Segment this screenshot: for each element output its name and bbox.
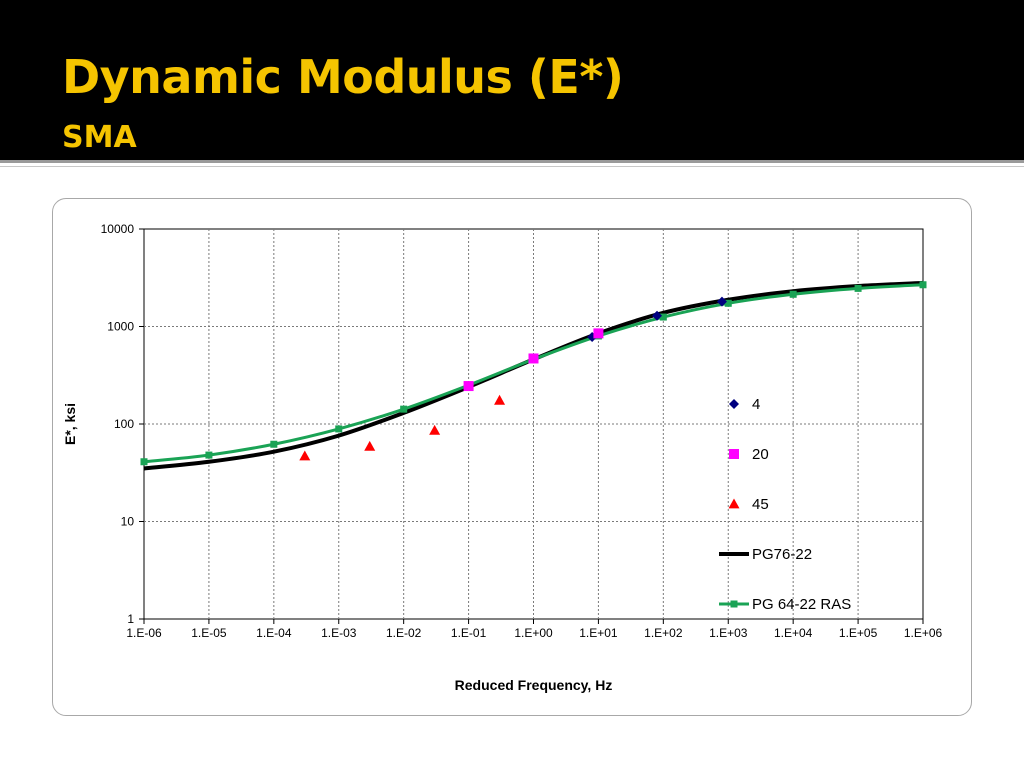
chart-svg: 1.E-06 1.E-05 1.E-04 1.E-03 1.E-02 1.E-01 1.E+…: [62, 222, 943, 693]
x-axis-title: Reduced Frequency, Hz: [455, 677, 613, 693]
x-tick-label: 1.E+06: [904, 626, 943, 640]
chart-container: 1.E-06 1.E-05 1.E-04 1.E-03 1.E-02 1.E-01 1.E+…: [52, 198, 972, 716]
x-tick-label: 1.E-05: [191, 626, 227, 640]
y-tick-label: 1000: [107, 320, 134, 334]
data-point: [659, 313, 667, 321]
x-tick-label: 1.E-04: [256, 626, 292, 640]
x-tick-label: 1.E+02: [644, 626, 683, 640]
data-point: [299, 450, 311, 461]
header-divider-thin: [0, 166, 1024, 167]
data-point: [429, 424, 441, 435]
data-point: [270, 440, 278, 448]
x-axis-ticks: 1.E-06 1.E-05 1.E-04 1.E-03 1.E-02 1.E-01 1.E+…: [126, 619, 943, 640]
data-point: [724, 299, 732, 307]
x-tick-label: 1.E+05: [839, 626, 878, 640]
x-tick-label: 1.E-02: [386, 626, 422, 640]
x-tick-label: 1.E+00: [514, 626, 553, 640]
data-point: [335, 425, 343, 433]
slide-title: Dynamic Modulus (E*): [62, 50, 624, 104]
legend-marker: [729, 449, 739, 459]
data-point: [205, 451, 213, 459]
legend-entry: 20: [729, 446, 769, 463]
data-point: [593, 328, 604, 339]
y-axis-title: E*, ksi: [62, 403, 78, 445]
series-layer: [140, 280, 927, 471]
legend-marker: [728, 498, 740, 509]
x-tick-label: 1.E-03: [321, 626, 357, 640]
data-point: [652, 310, 663, 321]
legend: 4 20 45 PG76-22 PG 64-22 RAS: [719, 396, 851, 613]
data-point: [463, 381, 474, 392]
data-point: [854, 284, 862, 292]
y-tick-label: 1: [127, 612, 134, 626]
legend-label: PG76-22: [752, 546, 812, 563]
x-tick-label: 1.E-06: [126, 626, 162, 640]
x-tick-label: 1.E-01: [451, 626, 487, 640]
y-tick-label: 10000: [101, 222, 135, 236]
data-point: [400, 405, 408, 413]
data-point: [716, 296, 727, 307]
y-axis-ticks: 1 10 100 1000 10000: [101, 222, 144, 626]
y-tick-label: 10: [121, 515, 135, 529]
x-tick-label: 1.E+03: [709, 626, 748, 640]
y-tick-label: 100: [114, 417, 134, 431]
legend-marker: [729, 399, 739, 409]
series-20: [463, 328, 604, 392]
legend-entry: 4: [729, 396, 760, 413]
data-point: [919, 281, 927, 289]
x-tick-label: 1.E+04: [774, 626, 813, 640]
data-point: [140, 458, 148, 466]
legend-entry: PG76-22: [719, 546, 812, 563]
slide-header: Dynamic Modulus (E*) SMA: [0, 0, 1024, 160]
slide-subtitle: SMA: [62, 120, 137, 155]
header-divider-thick: [0, 160, 1024, 163]
legend-label: PG 64-22 RAS: [752, 596, 851, 613]
data-point: [364, 440, 376, 451]
legend-label: 45: [752, 496, 769, 513]
data-point: [528, 353, 539, 364]
series-45: [299, 394, 506, 461]
x-tick-label: 1.E+01: [579, 626, 618, 640]
data-point: [494, 394, 506, 405]
legend-marker: [730, 600, 738, 608]
legend-entry: PG 64-22 RAS: [719, 596, 851, 613]
legend-label: 20: [752, 446, 769, 463]
data-point: [789, 290, 797, 298]
legend-label: 4: [752, 396, 760, 413]
legend-entry: 45: [728, 496, 769, 513]
